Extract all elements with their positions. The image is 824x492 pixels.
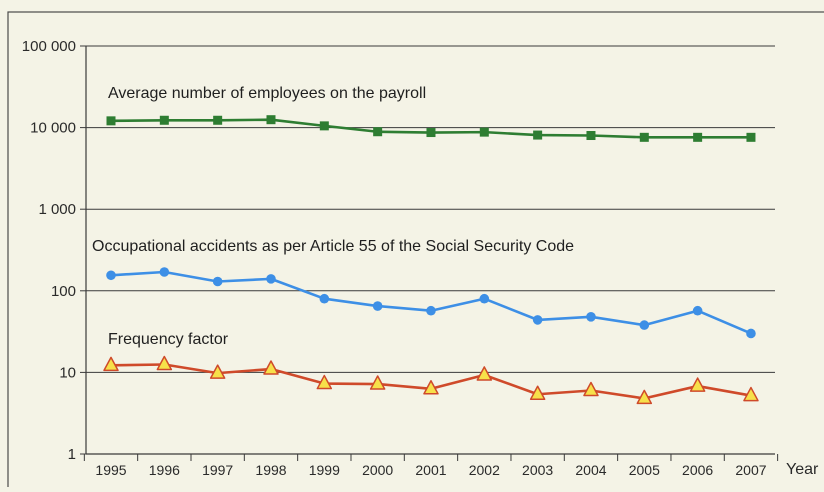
series — [106, 267, 756, 339]
data-point-triangle — [316, 374, 333, 390]
data-point-triangle — [263, 360, 279, 375]
x-tick-label: 2003 — [522, 462, 553, 478]
x-tick-label: 1998 — [255, 462, 286, 478]
series-layer — [103, 115, 759, 405]
series-label: Average number of employees on the payro… — [108, 85, 426, 102]
data-point-square — [373, 127, 383, 137]
data-point-circle — [479, 293, 490, 304]
axes: 1 10 100 1 000 10 000 100 000 1995 1996 1997 1998… — [22, 38, 819, 478]
x-tick-label: 2001 — [415, 462, 446, 478]
data-point-circle — [532, 315, 543, 325]
data-point-square — [319, 121, 329, 131]
data-point-triangle — [209, 364, 226, 379]
series — [106, 115, 756, 142]
y-tick-label: 10 000 — [30, 120, 76, 137]
data-point-triangle — [583, 381, 599, 397]
data-point-square — [159, 115, 169, 125]
chart-frame — [7, 11, 824, 492]
y-tick-label: 100 — [51, 283, 76, 300]
data-point-square — [693, 132, 703, 142]
data-point-triangle — [423, 380, 439, 395]
x-tick-label: 2005 — [629, 462, 660, 478]
data-point-triangle — [156, 355, 173, 371]
data-point-triangle — [476, 366, 493, 381]
data-point-circle — [372, 301, 383, 311]
x-tick-label: 1996 — [149, 462, 180, 478]
series — [103, 355, 759, 405]
data-point-triangle — [689, 377, 706, 392]
data-point-circle — [746, 328, 756, 339]
series-labels: Average number of employees on the payro… — [92, 85, 574, 348]
x-tick-label: 2006 — [682, 462, 713, 478]
data-point-triangle — [103, 356, 119, 372]
x-tick-label: 2007 — [735, 462, 766, 478]
x-tick-label: 2000 — [362, 462, 393, 478]
data-point-circle — [692, 305, 703, 316]
data-point-circle — [212, 276, 223, 287]
series-line — [110, 270, 752, 335]
data-point-circle — [319, 293, 330, 304]
data-point-square — [586, 131, 596, 141]
data-point-square — [426, 128, 436, 138]
data-point-square — [213, 115, 223, 125]
data-point-square — [106, 116, 116, 126]
data-point-triangle — [369, 375, 386, 390]
data-point-square — [479, 127, 489, 137]
series-label: Occupational accidents as per Article 55… — [92, 238, 574, 255]
x-tick-label: 1999 — [309, 462, 340, 478]
x-axis-title: Year — [786, 461, 819, 478]
data-point-triangle — [743, 386, 759, 402]
data-point-square — [639, 132, 649, 142]
y-tick-label: 100 000 — [22, 38, 76, 55]
data-point-square — [533, 130, 543, 140]
x-tick-label: 2002 — [469, 462, 500, 478]
data-point-square — [266, 115, 276, 125]
data-point-circle — [106, 270, 116, 281]
data-point-circle — [586, 312, 596, 322]
data-point-circle — [426, 305, 436, 316]
x-tick-label: 2004 — [575, 462, 606, 478]
y-tick-label: 10 — [59, 364, 76, 381]
data-point-circle — [159, 267, 170, 277]
data-point-circle — [639, 320, 650, 330]
x-tick-label: 1997 — [202, 462, 233, 478]
y-tick-label: 1 000 — [38, 201, 76, 218]
data-point-triangle — [529, 385, 546, 400]
data-point-square — [746, 132, 756, 142]
data-point-circle — [266, 274, 276, 284]
y-tick-label: 1 — [68, 446, 76, 463]
x-tick-label: 1995 — [95, 462, 126, 478]
series-label: Frequency factor — [108, 331, 229, 348]
data-point-triangle — [636, 389, 653, 405]
